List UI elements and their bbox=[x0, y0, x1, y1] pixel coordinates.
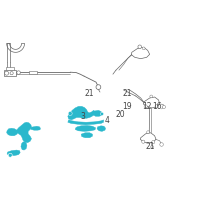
Circle shape bbox=[150, 95, 153, 98]
Circle shape bbox=[10, 72, 13, 75]
Text: 12: 12 bbox=[142, 102, 151, 111]
Circle shape bbox=[142, 140, 145, 143]
Polygon shape bbox=[68, 120, 104, 125]
Text: 3: 3 bbox=[81, 112, 86, 121]
Text: 4: 4 bbox=[105, 116, 109, 125]
Polygon shape bbox=[75, 125, 96, 131]
Circle shape bbox=[100, 112, 104, 115]
Polygon shape bbox=[4, 70, 16, 76]
Circle shape bbox=[138, 45, 142, 49]
Polygon shape bbox=[81, 133, 92, 138]
Text: 21: 21 bbox=[84, 89, 94, 98]
Circle shape bbox=[17, 71, 20, 74]
Circle shape bbox=[155, 105, 158, 108]
Polygon shape bbox=[29, 71, 37, 74]
Polygon shape bbox=[7, 128, 18, 136]
Polygon shape bbox=[143, 97, 160, 108]
Text: 16: 16 bbox=[152, 102, 161, 111]
Polygon shape bbox=[140, 133, 156, 143]
Circle shape bbox=[96, 85, 101, 89]
Polygon shape bbox=[7, 150, 20, 156]
Text: 20: 20 bbox=[115, 110, 125, 119]
Text: 21: 21 bbox=[146, 142, 155, 151]
Circle shape bbox=[8, 153, 12, 157]
Circle shape bbox=[5, 71, 9, 75]
Circle shape bbox=[152, 141, 155, 144]
Circle shape bbox=[68, 112, 72, 115]
Polygon shape bbox=[97, 126, 106, 131]
Polygon shape bbox=[131, 47, 150, 59]
Text: 21: 21 bbox=[122, 89, 132, 98]
Circle shape bbox=[151, 145, 153, 148]
Circle shape bbox=[162, 105, 166, 109]
Circle shape bbox=[160, 143, 163, 146]
Polygon shape bbox=[30, 126, 40, 130]
Circle shape bbox=[144, 105, 147, 108]
Circle shape bbox=[147, 131, 149, 134]
Polygon shape bbox=[17, 122, 31, 143]
Polygon shape bbox=[6, 67, 14, 70]
Polygon shape bbox=[92, 110, 102, 116]
Circle shape bbox=[142, 47, 145, 50]
Polygon shape bbox=[68, 106, 95, 120]
Text: 19: 19 bbox=[122, 102, 132, 111]
Polygon shape bbox=[21, 142, 27, 150]
